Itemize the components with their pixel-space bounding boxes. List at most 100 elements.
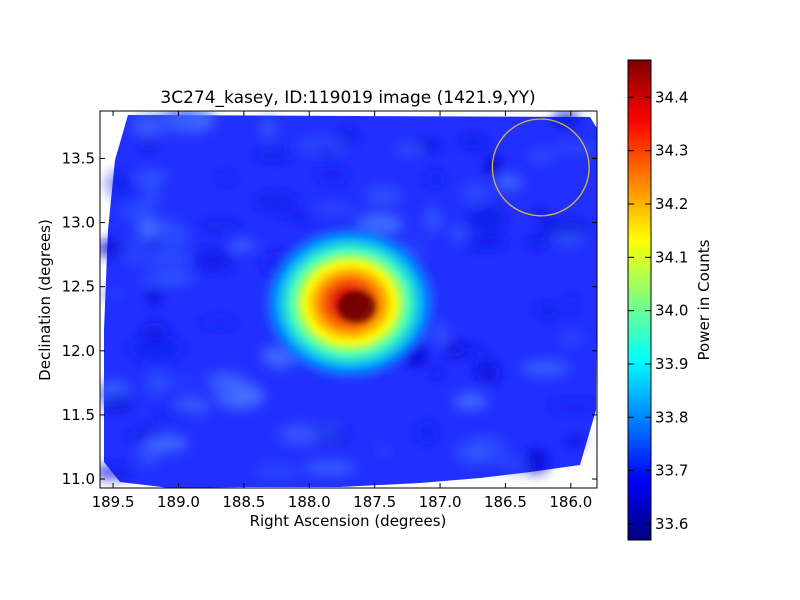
noise-patch xyxy=(430,367,444,381)
noise-patch xyxy=(442,341,467,357)
y-tick-label: 11.0 xyxy=(62,470,95,488)
y-tick-label: 11.5 xyxy=(62,406,95,424)
noise-patch xyxy=(102,391,134,414)
noise-patch xyxy=(547,400,597,414)
noise-patch xyxy=(458,135,489,149)
noise-patch xyxy=(540,217,592,239)
x-tick-label: 187.0 xyxy=(419,493,462,511)
colorbar-tick-label: 33.9 xyxy=(655,355,688,373)
noise-patch xyxy=(394,144,425,155)
x-axis-label: Right Ascension (degrees) xyxy=(250,512,447,530)
noise-patch xyxy=(252,461,301,482)
noise-patch xyxy=(106,170,132,199)
noise-patch xyxy=(152,217,184,244)
chart-title: 3C274_kasey, ID:119019 image (1421.9,YY) xyxy=(160,88,535,108)
noise-patch xyxy=(142,182,161,206)
noise-patch xyxy=(527,149,558,163)
beam-circle xyxy=(491,118,590,217)
noise-patch xyxy=(145,247,194,271)
x-tick-label: 186.5 xyxy=(484,493,527,511)
noise-patch xyxy=(100,290,127,299)
noise-patch xyxy=(519,359,570,377)
noise-patch xyxy=(364,185,403,207)
y-tick-label: 12.5 xyxy=(62,278,95,296)
noise-patch xyxy=(377,441,391,456)
noise-patch xyxy=(145,240,161,252)
noise-patch xyxy=(252,150,295,162)
noise-patch xyxy=(455,440,488,466)
noise-patch xyxy=(466,205,508,233)
noise-patch xyxy=(309,202,357,216)
colorbar-tick-label: 33.6 xyxy=(655,515,688,533)
y-tick-label: 13.5 xyxy=(62,149,95,167)
noise-patch xyxy=(128,334,184,363)
noise-patch xyxy=(134,170,168,184)
noise-patch xyxy=(261,116,277,140)
x-tick-label: 186.0 xyxy=(549,493,592,511)
noise-patch xyxy=(205,371,246,388)
noise-patch xyxy=(192,249,235,272)
colorbar-tick-label: 33.7 xyxy=(655,462,688,480)
noise-patch xyxy=(461,182,489,205)
colorbar xyxy=(627,59,652,541)
noise-patch xyxy=(229,240,256,252)
noise-patch xyxy=(322,422,340,441)
x-tick-label: 188.5 xyxy=(222,493,265,511)
y-tick-label: 12.0 xyxy=(62,342,95,360)
noise-patch xyxy=(118,237,152,266)
noise-patch xyxy=(552,143,597,153)
noise-patch xyxy=(153,409,195,418)
source-core xyxy=(337,290,377,324)
colorbar-label: Power in Counts xyxy=(695,239,713,360)
noise-patch xyxy=(199,317,239,328)
noise-patch xyxy=(422,205,443,234)
noise-patch xyxy=(147,287,162,307)
noise-patch xyxy=(278,423,323,446)
colorbar-tick-label: 34.1 xyxy=(655,248,688,266)
x-tick-label: 187.5 xyxy=(353,493,396,511)
noise-patch xyxy=(415,420,439,446)
noise-patch xyxy=(151,111,197,136)
noise-patch xyxy=(282,212,321,221)
x-tick-label: 188.0 xyxy=(288,493,331,511)
noise-patch xyxy=(147,434,189,453)
noise-patch xyxy=(464,239,489,251)
noise-patch xyxy=(100,465,132,479)
y-axis-label: Declination (degrees) xyxy=(36,219,54,381)
plot-frame xyxy=(99,110,598,489)
colorbar-tick-label: 34.2 xyxy=(655,195,688,213)
noise-patch xyxy=(498,454,529,473)
noise-patch xyxy=(253,192,298,211)
noise-patch xyxy=(217,172,236,184)
x-tick-label: 189.0 xyxy=(157,493,200,511)
noise-patch xyxy=(197,219,244,231)
colorbar-tick-label: 34.0 xyxy=(655,302,688,320)
noise-patch xyxy=(563,435,586,448)
noise-patch xyxy=(139,275,169,285)
noise-patch xyxy=(535,301,559,320)
noise-patch xyxy=(144,369,170,397)
noise-patch xyxy=(315,167,349,182)
noise-patch xyxy=(424,169,446,189)
noise-patch xyxy=(304,459,356,477)
heatmap-image xyxy=(100,111,597,488)
colorbar-tick-label: 33.8 xyxy=(655,408,688,426)
x-axis-ticks: 189.5 189.0 188.5 188.0 187.5 187.0 186.5 186.0 xyxy=(92,111,592,511)
colorbar-tick-label: 34.3 xyxy=(655,142,688,160)
noise-patch xyxy=(533,208,547,220)
noise-patch xyxy=(451,224,465,243)
y-axis-ticks: 11.0 11.5 12.0 12.5 13.0 13.5 xyxy=(62,149,597,488)
noise-patch xyxy=(139,135,160,150)
noise-patch xyxy=(524,236,548,250)
noise-patch xyxy=(485,154,503,180)
noise-patch xyxy=(563,296,578,313)
y-tick-label: 13.0 xyxy=(62,214,95,232)
colorbar-tick-label: 34.4 xyxy=(655,88,688,106)
noise-patch xyxy=(494,174,523,191)
noise-patch xyxy=(558,331,585,346)
x-tick-label: 189.5 xyxy=(92,493,135,511)
noise-patch xyxy=(521,447,551,475)
noise-patch xyxy=(553,111,579,126)
noise-patch xyxy=(293,135,349,155)
